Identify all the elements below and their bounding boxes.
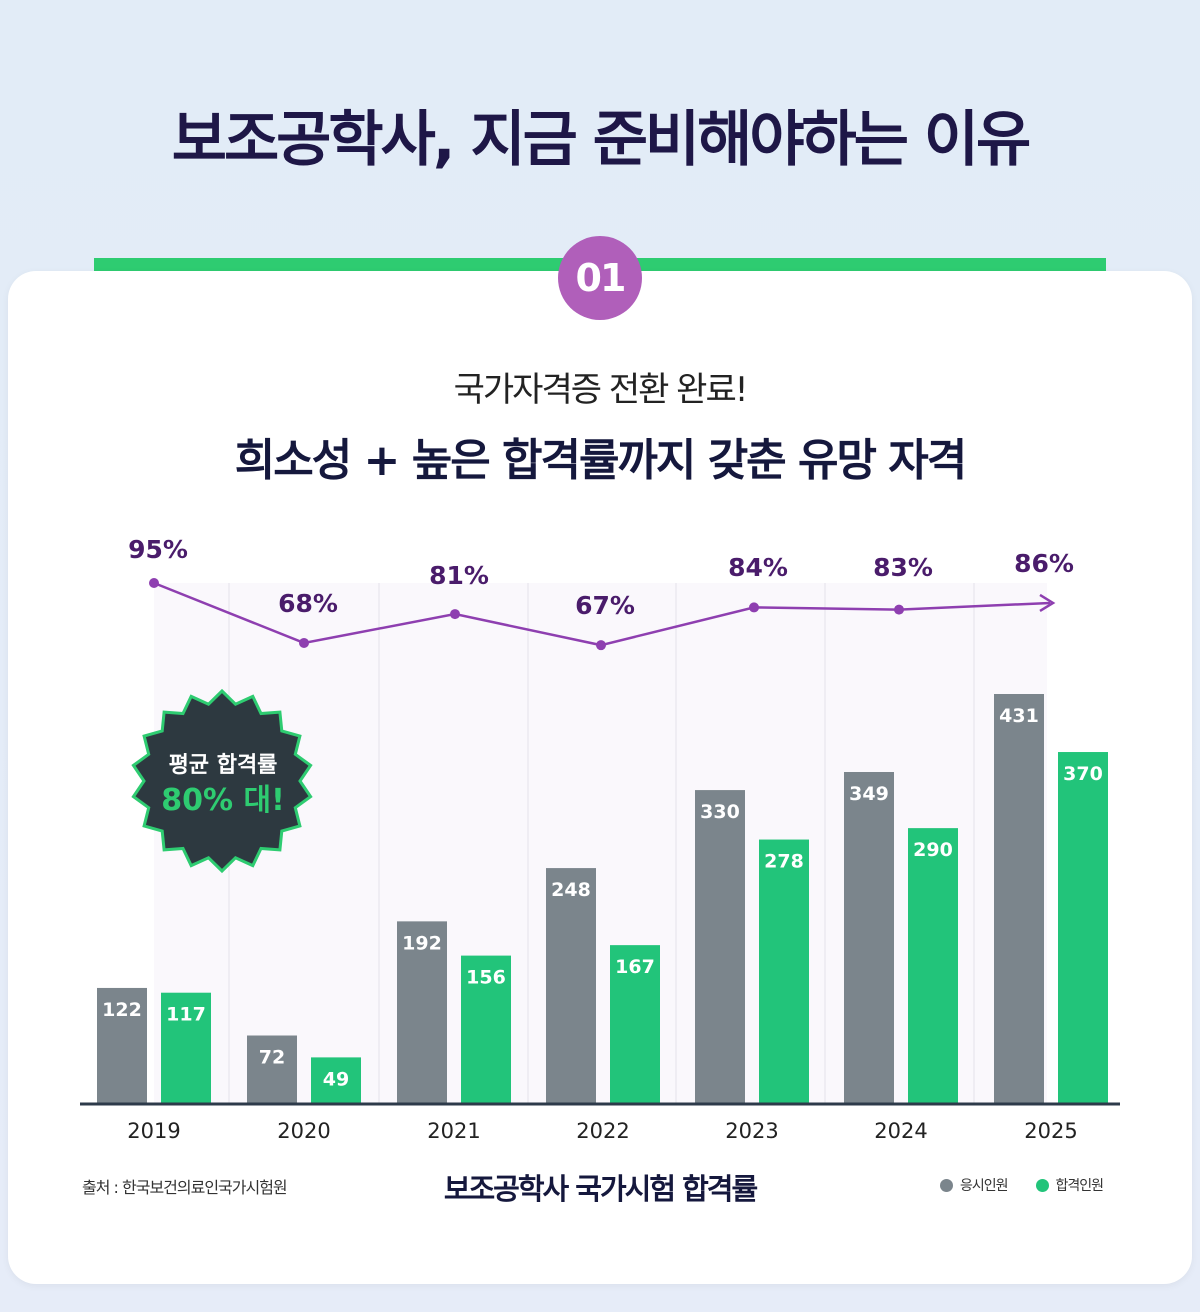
pass-rate-label: 83% [873,553,933,582]
bar-applicants [247,1035,297,1104]
badge-line1: 평균 합격률 [169,752,278,778]
bar-passers [311,1057,361,1104]
pass-rate-point [450,609,460,620]
bar-value-label: 278 [764,851,804,873]
x-tick-label: 2024 [874,1119,927,1143]
legend-applicants: 응시인원 [940,1175,1009,1195]
legend-label: 합격인원 [1055,1178,1105,1194]
x-tick-label: 2020 [277,1119,330,1143]
legend-dot-icon [1035,1179,1049,1192]
pass-rate-point [299,637,309,648]
bar-applicants [844,772,894,1104]
page-title: 보조공학사, 지금 준비해야하는 이유 [171,105,1031,175]
x-tick-label: 2019 [127,1119,180,1143]
arrow-icon [1039,593,1056,613]
bar-value-label: 122 [102,999,142,1021]
bar-value-label: 72 [259,1047,285,1069]
bar-applicants [397,921,447,1104]
x-tick-label: 2021 [427,1119,480,1143]
average-badge: 평균 합격률 80% 대! [131,688,313,874]
bar-value-label: 167 [615,956,655,978]
section-number: 01 [558,236,642,320]
pass-rate-point [149,578,159,588]
chart-title: 보조공학사 국가시험 합격률 [443,1172,758,1206]
bar-value-label: 290 [913,839,953,861]
pass-rate-label: 86% [1014,549,1074,578]
bar-passers [461,955,511,1104]
x-tick-label: 2023 [725,1119,778,1143]
pass-rate-label: 84% [728,553,788,582]
pass-rate-point [749,602,759,613]
bar-value-label: 349 [849,783,889,805]
bar-applicants [97,987,147,1104]
legend-passers: 합격인원 [1035,1175,1105,1195]
badge-line2: 80% 대! [161,783,285,818]
bar-value-label: 192 [402,932,442,954]
legend-label: 응시인원 [960,1178,1009,1194]
source-note: 출처 : 한국보건의료인국가시험원 [82,1178,288,1197]
legend: 응시인원 합격인원 [940,1175,1105,1195]
headline: 희소성 + 높은 합격률까지 갖춘 유망 자격 [234,435,967,486]
bar-value-label: 370 [1063,763,1103,785]
x-tick-label: 2022 [576,1119,629,1143]
bar-value-label: 117 [166,1004,206,1026]
bar-value-label: 330 [700,801,740,823]
bar-applicants [695,790,745,1104]
subtitle: 국가자격증 전환 완료! [453,370,749,410]
bar-passers [161,992,211,1104]
pass-rate-label: 67% [575,591,635,620]
pass-rate-label: 68% [278,589,338,618]
pass-rate-label: 95% [128,535,188,564]
bar-passers [1058,752,1108,1104]
pass-rate-label: 81% [429,561,489,590]
bar-value-label: 431 [999,705,1039,727]
legend-dot-icon [940,1179,953,1192]
bar-value-label: 156 [466,967,506,989]
bar-passers [759,839,809,1104]
x-tick-label: 2025 [1024,1119,1077,1143]
plot-shading [154,583,1047,1104]
pass-rate-point [894,604,904,615]
bar-value-label: 49 [323,1068,349,1090]
bar-value-label: 248 [551,879,591,901]
bar-applicants [994,694,1044,1104]
bar-applicants [546,868,596,1104]
bar-passers [610,945,660,1104]
bar-passers [908,828,958,1104]
pass-rate-point [596,640,606,651]
